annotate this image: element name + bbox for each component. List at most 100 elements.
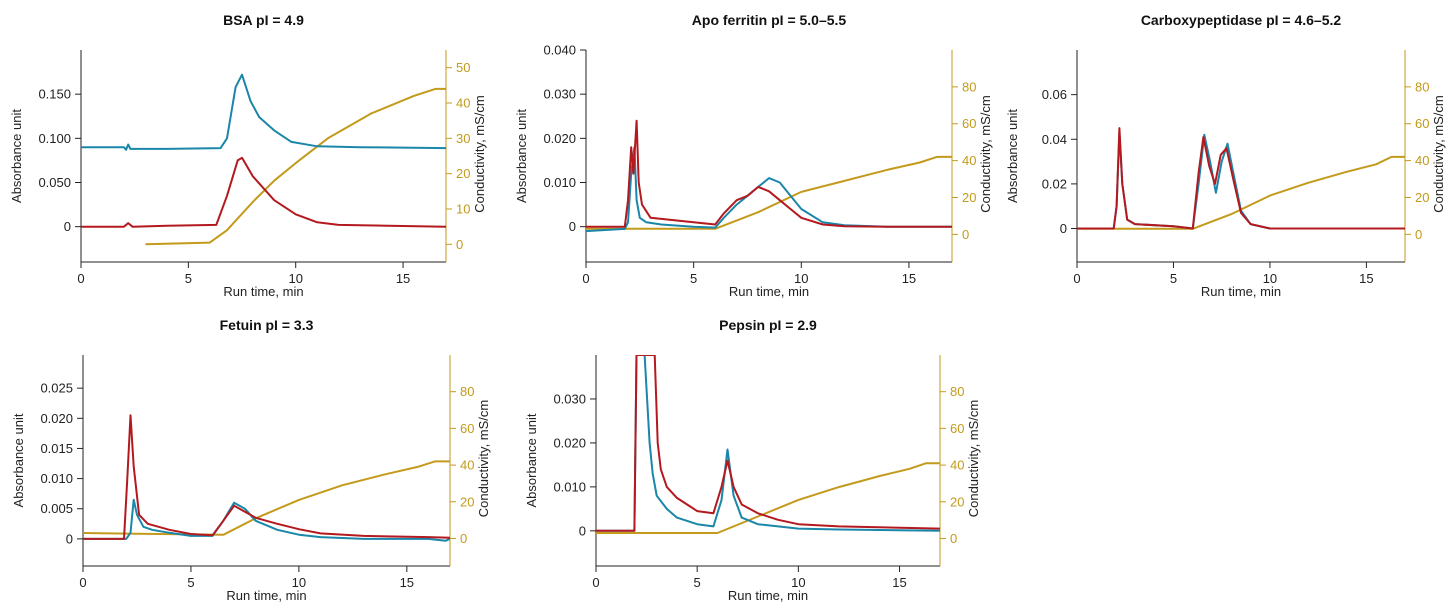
y-tick-label: 0 xyxy=(66,531,73,546)
chart-panel-2: Apo ferritin pI = 5.0–5.5 0 5 10 15 0 0.010 0.0… xyxy=(514,12,993,299)
y-axis-label: Absorbance unit xyxy=(9,109,24,203)
series-line-red xyxy=(83,414,450,540)
y2-tick-label: 0 xyxy=(950,531,957,546)
y2-tick-label: 40 xyxy=(456,96,470,111)
x-tick-label: 10 xyxy=(292,575,306,590)
y2-tick-label: 80 xyxy=(962,79,976,94)
chart-panel-4: Fetuin pI = 3.3 0 5 10 15 0 0.005 0.010 0.015 0.0… xyxy=(11,317,491,603)
x-tick-label: 0 xyxy=(592,575,599,590)
y2-tick-label: 0 xyxy=(456,237,463,252)
x-tick-label: 5 xyxy=(185,271,192,286)
x-tick-label: 0 xyxy=(582,271,589,286)
y-axis-label: Absorbance unit xyxy=(11,413,26,507)
x-tick-label: 5 xyxy=(694,575,701,590)
x-tick-label: 15 xyxy=(902,271,916,286)
chart-panel-1: BSA pI = 4.9 0 5 10 15 0 0.050 0.100 0.150 0 10 20 3… xyxy=(9,12,487,299)
y-tick-label: 0.100 xyxy=(38,131,71,146)
x-tick-label: 10 xyxy=(794,271,808,286)
y2-tick-label: 60 xyxy=(950,421,964,436)
y2-axis-label: Conductivity, mS/cm xyxy=(472,95,487,213)
series-line-red xyxy=(586,119,952,228)
y2-tick-label: 80 xyxy=(460,384,474,399)
chart-title: BSA pI = 4.9 xyxy=(223,12,304,28)
y-tick-label: 0.040 xyxy=(543,43,576,58)
y-tick-label: 0.005 xyxy=(40,501,73,516)
y2-tick-label: 50 xyxy=(456,60,470,75)
y2-tick-label: 30 xyxy=(456,131,470,146)
y-tick-label: 0.04 xyxy=(1042,132,1067,147)
y2-tick-label: 40 xyxy=(1415,153,1429,168)
series-line-gold xyxy=(596,462,940,534)
y2-tick-label: 60 xyxy=(460,421,474,436)
y-tick-label: 0.150 xyxy=(38,87,71,102)
x-tick-label: 0 xyxy=(77,271,84,286)
y2-tick-label: 0 xyxy=(1415,227,1422,242)
y-tick-label: 0.015 xyxy=(40,441,73,456)
y-tick-label: 0.025 xyxy=(40,381,73,396)
y-tick-label: 0.010 xyxy=(543,175,576,190)
series-line-gold xyxy=(586,155,952,230)
series-line-gold xyxy=(145,87,446,246)
series-line-gold xyxy=(83,460,450,536)
chart-panel-5: Pepsin pI = 2.9 0 5 10 15 0 0.010 0.020 0.030 0 20… xyxy=(524,317,981,603)
x-tick-label: 0 xyxy=(1073,271,1080,286)
y-tick-label: 0 xyxy=(579,523,586,538)
y-tick-label: 0.030 xyxy=(553,391,586,406)
y-axis-label: Absorbance unit xyxy=(514,109,529,203)
y2-axis-label: Conductivity, mS/cm xyxy=(978,95,993,213)
x-axis-label: Run time, min xyxy=(1201,284,1281,299)
y-tick-label: 0.010 xyxy=(553,479,586,494)
y-axis-label: Absorbance unit xyxy=(1005,109,1020,203)
y2-tick-label: 20 xyxy=(456,166,470,181)
y2-tick-label: 0 xyxy=(460,531,467,546)
x-tick-label: 15 xyxy=(1359,271,1373,286)
x-tick-label: 10 xyxy=(288,271,302,286)
y2-tick-label: 20 xyxy=(950,494,964,509)
x-tick-label: 5 xyxy=(187,575,194,590)
y2-axis-label: Conductivity, mS/cm xyxy=(1431,95,1446,213)
chart-panel-3: Carboxypeptidase pI = 4.6–5.2 0 5 10 15 0 0.02… xyxy=(1005,12,1446,299)
y2-tick-label: 80 xyxy=(1415,79,1429,94)
y-tick-label: 0.020 xyxy=(553,435,586,450)
series-line-red xyxy=(1077,127,1405,230)
x-tick-label: 15 xyxy=(396,271,410,286)
series-line-red xyxy=(81,156,446,228)
y-tick-label: 0 xyxy=(569,219,576,234)
series-line-blue xyxy=(596,355,940,532)
series-line-blue xyxy=(586,146,952,233)
y2-tick-label: 40 xyxy=(962,153,976,168)
y-tick-label: 0.030 xyxy=(543,87,576,102)
y-tick-label: 0.010 xyxy=(40,471,73,486)
y2-tick-label: 0 xyxy=(962,227,969,242)
y2-axis-label: Conductivity, mS/cm xyxy=(476,400,491,518)
y2-tick-label: 40 xyxy=(460,458,474,473)
y-tick-label: 0.02 xyxy=(1042,176,1067,191)
y-tick-label: 0 xyxy=(64,219,71,234)
chart-title: Pepsin pI = 2.9 xyxy=(719,317,817,333)
y2-tick-label: 60 xyxy=(962,116,976,131)
x-tick-label: 15 xyxy=(400,575,414,590)
x-tick-label: 10 xyxy=(1263,271,1277,286)
y2-tick-label: 10 xyxy=(456,202,470,217)
series-line-blue xyxy=(81,73,446,151)
y-tick-label: 0.020 xyxy=(543,131,576,146)
x-tick-label: 5 xyxy=(1170,271,1177,286)
y2-tick-label: 80 xyxy=(950,384,964,399)
x-axis-label: Run time, min xyxy=(226,588,306,603)
y2-tick-label: 60 xyxy=(1415,116,1429,131)
x-axis-label: Run time, min xyxy=(729,284,809,299)
y-axis-label: Absorbance unit xyxy=(524,413,539,507)
y-tick-label: 0 xyxy=(1060,221,1067,236)
series-line-gold xyxy=(1077,155,1405,230)
chart-title: Carboxypeptidase pI = 4.6–5.2 xyxy=(1141,12,1342,28)
chart-title: Apo ferritin pI = 5.0–5.5 xyxy=(692,12,847,28)
x-tick-label: 15 xyxy=(892,575,906,590)
x-tick-label: 5 xyxy=(690,271,697,286)
x-axis-label: Run time, min xyxy=(728,588,808,603)
y-tick-label: 0.050 xyxy=(38,175,71,190)
y2-tick-label: 20 xyxy=(1415,190,1429,205)
chart-title: Fetuin pI = 3.3 xyxy=(220,317,314,333)
x-tick-label: 0 xyxy=(79,575,86,590)
